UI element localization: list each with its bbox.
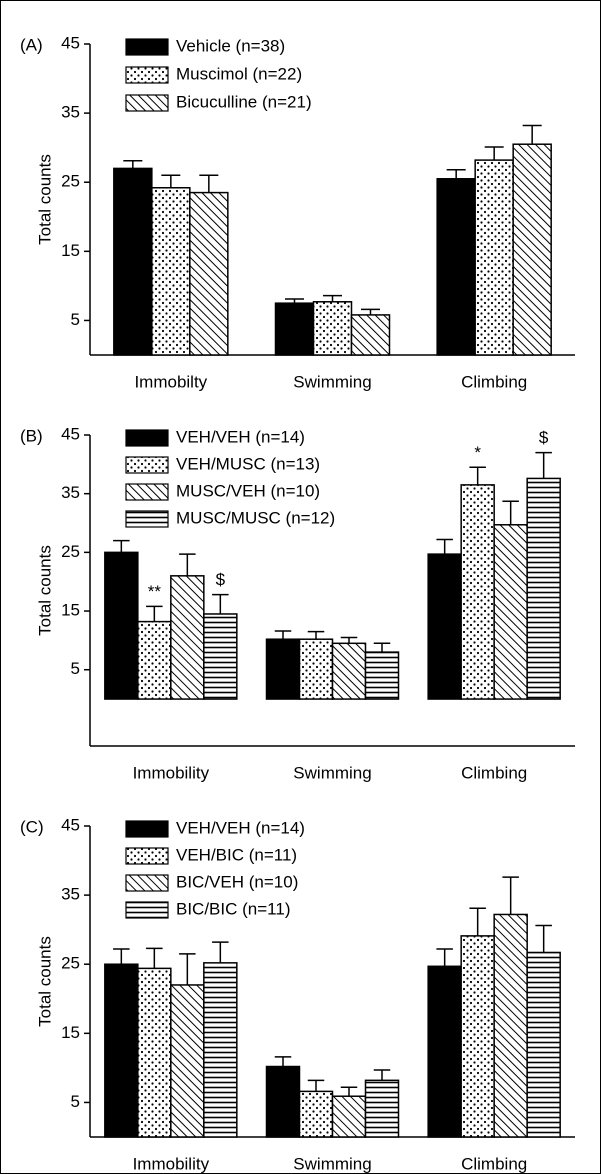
bar: [493, 913, 528, 1138]
bar: [331, 642, 367, 700]
legend-swatch: [125, 820, 169, 838]
bar: [364, 651, 400, 700]
legend-label: VEH/VEH (n=14): [176, 427, 305, 446]
y-axis-label: Total counts: [35, 936, 54, 1027]
significance-label: **: [148, 582, 162, 601]
bar: [331, 1095, 367, 1138]
legend-label: VEH/MUSC (n=13): [176, 454, 320, 473]
legend-label: VEH/VEH (n=14): [176, 818, 305, 837]
legend-label: MUSC/VEH (n=10): [176, 481, 320, 500]
y-tick-label: 35: [61, 103, 80, 122]
bar: [474, 159, 514, 356]
bar: [493, 524, 528, 700]
legend-swatch: [125, 483, 169, 501]
significance-label: $: [216, 570, 226, 589]
significance-label: $: [539, 428, 549, 447]
bar: [526, 951, 561, 1138]
significance-label: *: [474, 443, 481, 462]
y-tick-label: 5: [71, 1092, 80, 1111]
x-tick-label: Climbing: [461, 1154, 527, 1173]
y-tick-label: 25: [61, 954, 80, 973]
bar: [265, 638, 301, 700]
bar: [512, 143, 552, 356]
legend-swatch: [125, 901, 169, 919]
bar: [151, 187, 191, 356]
y-tick-label: 45: [61, 815, 80, 834]
bar: [460, 484, 495, 700]
y-axis-label: Total counts: [35, 545, 54, 636]
y-tick-label: 25: [61, 542, 80, 561]
x-tick-label: Swimming: [293, 763, 371, 782]
y-tick-label: 35: [61, 483, 80, 502]
bar: [427, 553, 462, 700]
y-tick-label: 5: [71, 310, 80, 329]
bar: [298, 1090, 334, 1138]
y-tick-label: 35: [61, 885, 80, 904]
x-tick-label: Immobility: [133, 1154, 210, 1173]
y-tick-label: 45: [61, 424, 80, 443]
bar: [104, 963, 139, 1138]
legend-swatch: [125, 847, 169, 865]
bar: [312, 301, 353, 356]
legend-label: BIC/VEH (n=10): [176, 872, 298, 891]
legend-label: MUSC/MUSC (n=12): [176, 508, 335, 527]
y-axis-label: Total counts: [35, 154, 54, 245]
legend-swatch: [125, 429, 169, 447]
x-tick-label: Swimming: [293, 1154, 371, 1173]
bar: [104, 551, 139, 700]
legend-swatch: [125, 456, 169, 474]
legend-swatch: [125, 38, 169, 56]
bar: [203, 613, 238, 700]
bar: [170, 575, 205, 700]
legend-label: Muscimol (n=22): [176, 64, 302, 83]
bar: [137, 967, 172, 1138]
y-tick-label: 15: [61, 1023, 80, 1042]
legend-swatch: [125, 510, 169, 528]
y-tick-label: 15: [61, 241, 80, 260]
legend-label: Vehicle (n=38): [176, 36, 285, 55]
panel-label: (C): [20, 817, 44, 836]
y-tick-label: 25: [61, 172, 80, 191]
bar: [170, 984, 205, 1138]
legend-label: BIC/BIC (n=11): [176, 899, 290, 918]
bar: [298, 638, 334, 700]
legend-swatch: [125, 94, 169, 112]
bar: [137, 620, 172, 700]
bar: [364, 1079, 400, 1138]
bar: [113, 167, 153, 356]
legend-swatch: [125, 66, 169, 84]
legend-label: Bicuculline (n=21): [176, 92, 312, 111]
bar: [427, 965, 462, 1138]
bar: [203, 962, 238, 1138]
x-tick-label: Climbing: [461, 372, 527, 391]
x-tick-label: Swimming: [293, 372, 371, 391]
bar: [460, 935, 495, 1138]
legend-label: VEH/BIC (n=11): [176, 845, 297, 864]
bar: [526, 477, 561, 700]
y-tick-label: 45: [61, 33, 80, 52]
bar: [350, 314, 391, 356]
x-tick-label: Climbing: [461, 763, 527, 782]
panel-label: (A): [20, 35, 43, 54]
legend-swatch: [125, 874, 169, 892]
bar: [436, 178, 476, 356]
bar: [274, 302, 315, 356]
y-tick-label: 5: [71, 659, 80, 678]
x-tick-label: Immobilty: [134, 372, 207, 391]
bar: [189, 191, 229, 356]
y-tick-label: 15: [61, 601, 80, 620]
x-tick-label: Immobility: [133, 763, 210, 782]
panel-label: (B): [20, 426, 43, 445]
bar: [265, 1065, 301, 1138]
